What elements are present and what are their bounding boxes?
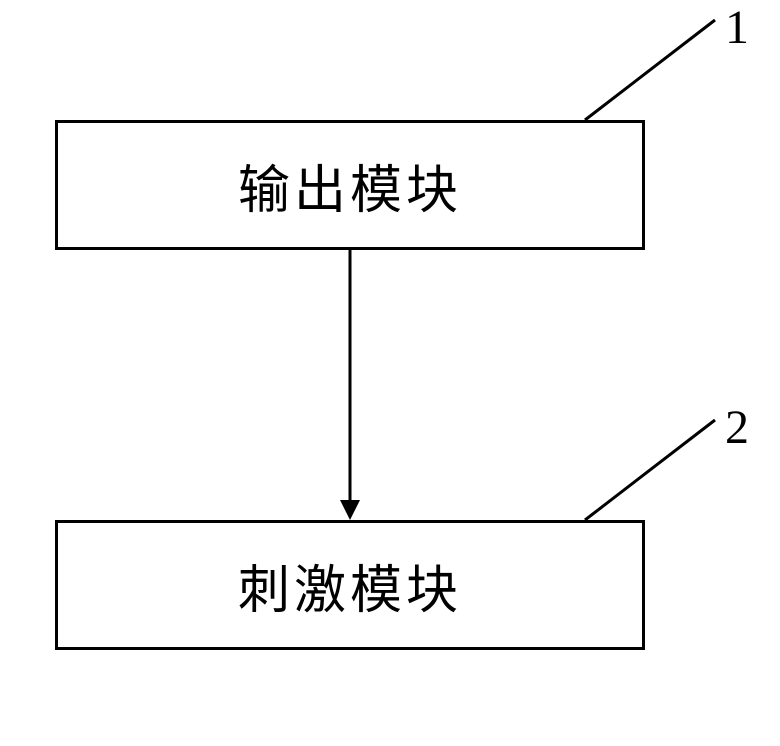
number-label-1: 1 — [725, 0, 749, 55]
stimulus-module-label: 刺激模块 — [238, 548, 462, 623]
output-module-box: 输出模块 — [55, 120, 645, 250]
stimulus-module-box: 刺激模块 — [55, 520, 645, 650]
number-label-2: 2 — [725, 400, 749, 455]
output-module-label: 输出模块 — [238, 148, 462, 223]
arrow-box1-to-box2 — [330, 250, 370, 522]
